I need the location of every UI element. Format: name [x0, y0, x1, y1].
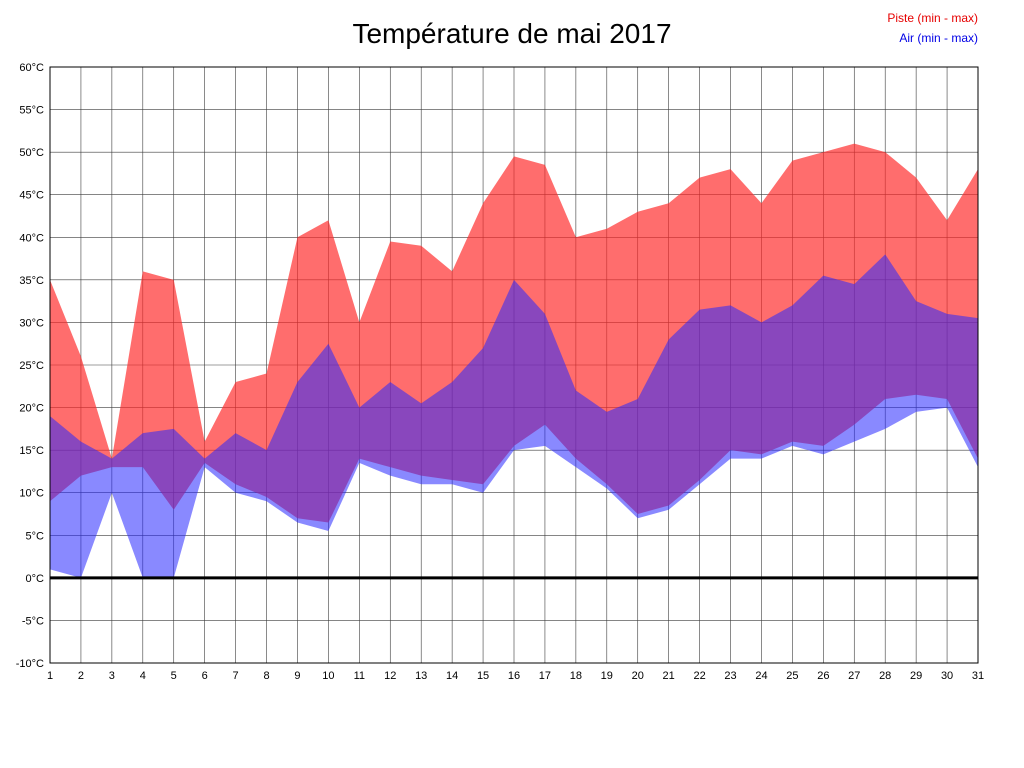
x-axis-tick-label: 8 [263, 670, 269, 682]
x-axis-tick-label: 25 [786, 670, 798, 682]
y-axis-tick-label: 55°C [19, 105, 44, 117]
y-axis-tick-label: 50°C [19, 147, 44, 159]
x-axis-tick-label: 31 [972, 670, 984, 682]
y-axis-tick-label: 60°C [19, 62, 44, 74]
x-axis-tick-label: 19 [601, 670, 613, 682]
air-band-area [50, 254, 978, 578]
x-axis-tick-label: 18 [570, 670, 582, 682]
y-axis-tick-label: 20°C [19, 403, 44, 415]
y-axis-tick-label: -5°C [22, 615, 44, 627]
x-axis-tick-label: 20 [632, 670, 644, 682]
y-axis-tick-label: -10°C [16, 658, 44, 670]
x-axis-tick-label: 22 [693, 670, 705, 682]
x-axis-tick-label: 26 [817, 670, 829, 682]
x-axis-tick-label: 7 [233, 670, 239, 682]
x-axis-tick-label: 21 [663, 670, 675, 682]
x-axis-tick-label: 10 [322, 670, 334, 682]
x-axis-tick-label: 9 [294, 670, 300, 682]
x-axis-tick-label: 28 [879, 670, 891, 682]
x-axis-tick-label: 4 [140, 670, 146, 682]
chart-legend: Piste (min - max) Air (min - max) [887, 8, 978, 48]
x-axis-tick-label: 23 [724, 670, 736, 682]
x-axis-tick-label: 11 [354, 670, 365, 682]
x-axis-tick-label: 6 [202, 670, 208, 682]
x-axis-tick-label: 29 [910, 670, 922, 682]
x-axis-tick-label: 15 [477, 670, 489, 682]
y-axis-tick-label: 15°C [19, 445, 44, 457]
y-axis-tick-label: 30°C [19, 317, 44, 329]
x-axis-tick-label: 27 [848, 670, 860, 682]
y-axis-tick-label: 25°C [19, 360, 44, 372]
x-axis-tick-label: 5 [171, 670, 177, 682]
y-axis-tick-label: 35°C [19, 275, 44, 287]
legend-air-label: Air (min - max) [899, 31, 978, 45]
y-axis-tick-label: 40°C [19, 232, 44, 244]
y-axis-tick-label: 5°C [26, 530, 45, 542]
y-axis-tick-label: 0°C [26, 573, 45, 585]
y-axis-tick-label: 10°C [19, 488, 44, 500]
x-axis-tick-label: 13 [415, 670, 427, 682]
x-axis-tick-label: 2 [78, 670, 84, 682]
chart-border [49, 66, 979, 664]
x-axis-tick-label: 1 [47, 670, 53, 682]
x-axis-tick-label: 14 [446, 670, 458, 682]
x-axis-tick-label: 16 [508, 670, 520, 682]
legend-piste-label: Piste (min - max) [887, 11, 978, 25]
y-axis-tick-label: 45°C [19, 190, 44, 202]
page-title: Température de mai 2017 [352, 18, 672, 49]
x-axis-tick-label: 30 [941, 670, 953, 682]
x-axis-tick-label: 24 [755, 670, 767, 682]
x-axis-tick-label: 3 [109, 670, 115, 682]
x-axis-tick-label: 17 [539, 670, 551, 682]
x-axis-tick-label: 12 [384, 670, 396, 682]
